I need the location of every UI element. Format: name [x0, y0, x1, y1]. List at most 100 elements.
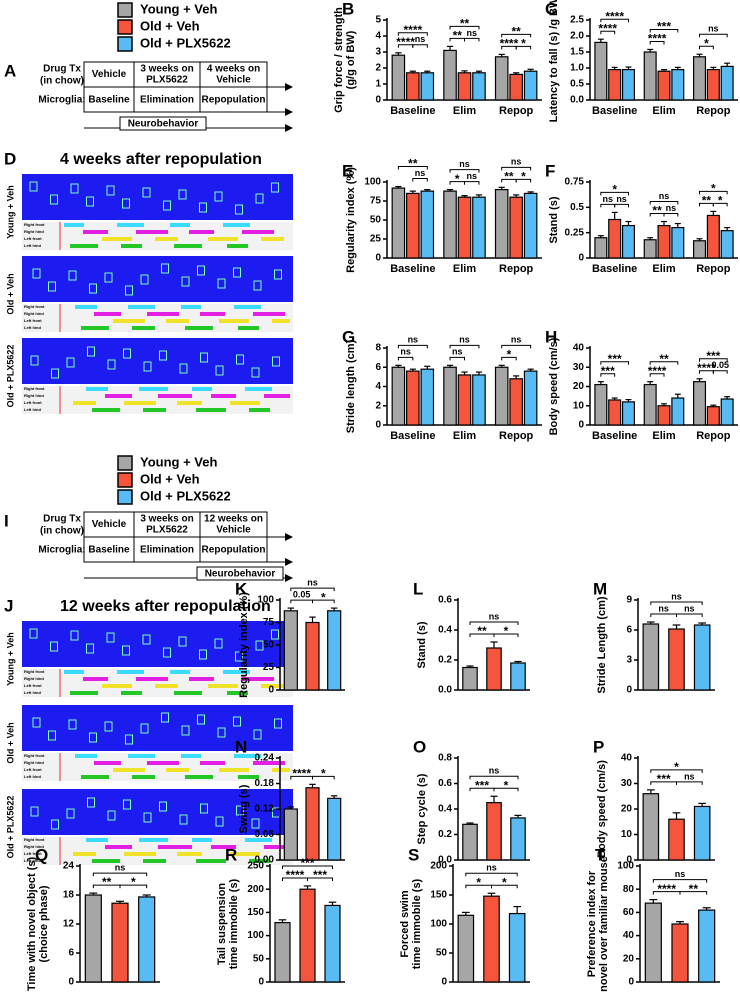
stride-stripe — [77, 754, 97, 758]
signif-label: * — [504, 778, 509, 792]
stride-stripe — [249, 408, 270, 412]
lane-label: Right front — [24, 304, 45, 309]
signif-label: ns — [708, 24, 719, 34]
signif-label: ns — [415, 34, 426, 44]
signif-label: ns — [684, 771, 695, 781]
footprint — [274, 718, 282, 729]
signif-label: ns — [459, 159, 470, 169]
stride-stripe — [181, 754, 201, 758]
signif-label: ns — [671, 591, 682, 601]
drug-label: Drug Tx — [43, 514, 81, 525]
bar — [483, 895, 500, 983]
lane-label: Right hind — [24, 760, 44, 765]
y-tick-label: 40 — [621, 753, 633, 764]
y-axis-label: Preference index for — [586, 870, 598, 977]
y-tick-label: 0.25 — [565, 227, 585, 238]
y-axis-label: Time with novel object (s) — [26, 857, 38, 992]
y-tick-label: 0.4 — [438, 625, 452, 636]
stride-stripe — [102, 237, 132, 241]
bar — [283, 610, 298, 691]
bar — [657, 405, 671, 426]
signif-label: *** — [706, 349, 720, 363]
phase-label: PLX5622 — [146, 525, 188, 536]
signif-bracket — [464, 181, 480, 185]
legend-label: Old + PLX5622 — [140, 488, 231, 503]
stride-stripe — [189, 677, 214, 681]
stride-stripe — [107, 394, 132, 398]
bar — [494, 189, 509, 259]
signif-label: * — [502, 875, 507, 889]
bar — [472, 196, 486, 259]
y-tick-label: 0 — [258, 977, 264, 988]
stride-stripe — [242, 677, 274, 681]
y-tick-label: 200 — [247, 884, 264, 895]
stride-stripe — [88, 838, 108, 842]
footprint — [87, 797, 95, 808]
lane-label: Right front — [24, 222, 45, 227]
footprint — [214, 191, 223, 202]
x-tick-label: Elim — [652, 263, 675, 275]
bar — [420, 190, 435, 259]
signif-label: ns — [489, 766, 500, 776]
x-tick-label: Elim — [453, 263, 476, 275]
panel-letter: B — [342, 0, 354, 18]
signif-label: **** — [500, 37, 519, 51]
signif-label: * — [521, 169, 526, 183]
x-tick-label: Repop — [696, 430, 731, 442]
signif-label: **** — [648, 32, 667, 46]
y-axis-label: Body speed (cm/s) — [596, 760, 608, 858]
y-axis-label: Stand (s) — [548, 196, 560, 243]
group-side-label: Old + Veh — [5, 273, 15, 314]
stride-stripe — [227, 244, 248, 248]
y-tick-label: 0.8 — [438, 753, 452, 764]
signif-label: ** — [511, 25, 521, 39]
stride-stripe — [64, 670, 84, 674]
gait-image — [22, 256, 293, 302]
y-axis-label: novel over familiar mouse — [598, 856, 610, 992]
signif-bracket — [469, 775, 519, 780]
signif-label: **** — [598, 21, 617, 35]
state-label: Elimination — [140, 545, 194, 556]
signif-bracket — [712, 370, 728, 374]
y-tick-label: 4 — [375, 381, 381, 392]
y-tick-label: 50 — [436, 948, 448, 959]
bar — [693, 624, 711, 691]
bar — [406, 72, 420, 101]
signif-label: * — [507, 347, 512, 361]
lane-label: Right hind — [24, 229, 44, 234]
lane-label: Right hind — [24, 393, 44, 398]
signif-bracket — [649, 361, 679, 365]
footprint — [255, 193, 264, 204]
signif-bracket — [614, 203, 629, 208]
signif-label: ns — [658, 603, 669, 613]
signif-label: * — [521, 37, 526, 51]
signif-label: ns — [400, 347, 411, 357]
stride-stripe — [223, 223, 250, 227]
stride-stripe — [117, 670, 144, 674]
stride-stripe — [166, 768, 189, 772]
bar — [324, 904, 341, 983]
signif-bracket — [312, 599, 335, 604]
legend-swatch — [117, 36, 133, 52]
footprint — [32, 268, 41, 279]
footprint — [271, 629, 279, 640]
footprint — [235, 651, 243, 662]
panel-letter: P — [593, 737, 604, 756]
bar — [642, 623, 660, 691]
y-tick-label: 2.0 — [570, 31, 584, 42]
stride-stripe — [211, 845, 236, 849]
test-label: Neurobehavior — [128, 119, 199, 130]
legend-swatch — [117, 455, 133, 471]
y-tick-label: 0 — [628, 977, 634, 988]
signif-label: *** — [313, 868, 327, 882]
y-tick-label: 30 — [573, 362, 585, 373]
x-tick-label: Baseline — [592, 263, 637, 275]
footprint — [142, 187, 151, 198]
bar — [443, 366, 457, 426]
stride-stripe — [245, 838, 272, 842]
footprint — [253, 280, 262, 291]
bar — [509, 73, 523, 101]
stride-stripe — [223, 670, 250, 674]
bar — [457, 196, 472, 259]
signif-label: ns — [489, 611, 500, 621]
